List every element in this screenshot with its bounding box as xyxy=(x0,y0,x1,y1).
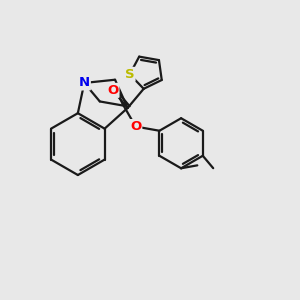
Text: O: O xyxy=(107,84,118,97)
Text: N: N xyxy=(79,76,90,89)
Text: S: S xyxy=(125,68,135,81)
Text: O: O xyxy=(130,120,141,133)
